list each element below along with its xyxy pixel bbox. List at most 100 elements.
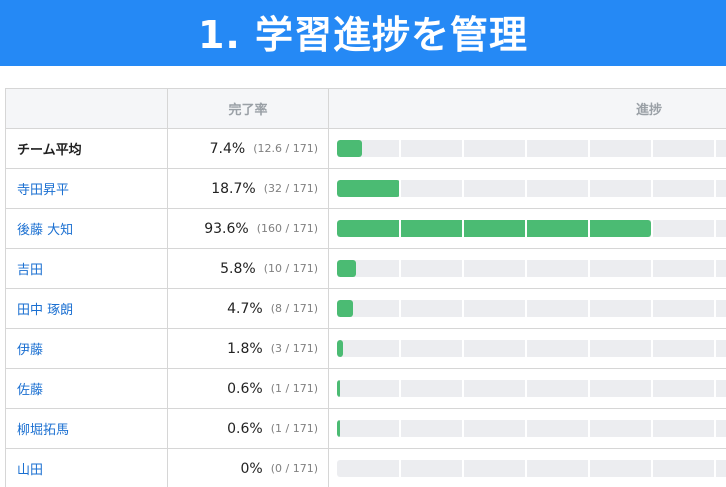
progress-segment-divider xyxy=(588,140,590,157)
completion-rate-cell: 18.7% (32 / 171) xyxy=(168,169,329,208)
progress-bar-fill xyxy=(337,420,340,437)
progress-segment-divider xyxy=(714,220,716,237)
progress-bar-track xyxy=(337,180,726,197)
table-row: チーム平均 7.4% (12.6 / 171) xyxy=(6,129,726,169)
progress-cell xyxy=(329,129,726,168)
progress-cell xyxy=(329,249,726,288)
completion-rate-cell: 1.8% (3 / 171) xyxy=(168,329,329,368)
progress-segment-divider xyxy=(462,340,464,357)
progress-segment-divider xyxy=(525,380,527,397)
progress-segment-divider xyxy=(399,220,401,237)
progress-cell xyxy=(329,329,726,368)
completion-percent: 0.6% xyxy=(227,420,263,437)
member-name-cell: 佐藤 xyxy=(6,369,168,408)
completion-percent: 4.7% xyxy=(227,300,263,317)
completion-rate-cell: 4.7% (8 / 171) xyxy=(168,289,329,328)
progress-segment-divider xyxy=(588,460,590,477)
table-row: 田中 琢朗 4.7% (8 / 171) xyxy=(6,289,726,329)
progress-bar-fill xyxy=(337,180,400,197)
progress-segment-divider xyxy=(714,380,716,397)
member-name-link[interactable]: 後藤 大知 xyxy=(17,223,74,238)
table-header-row: 完了率 進捗 xyxy=(6,89,726,129)
member-name-link[interactable]: 山田 xyxy=(17,463,44,478)
progress-segment-divider xyxy=(651,420,653,437)
member-name-cell: 伊藤 xyxy=(6,329,168,368)
progress-cell xyxy=(329,369,726,408)
completion-fraction: (12.6 / 171) xyxy=(253,142,318,155)
completion-percent: 0.6% xyxy=(227,380,263,397)
completion-percent: 7.4% xyxy=(209,140,246,157)
member-name-link[interactable]: 田中 琢朗 xyxy=(17,303,74,318)
completion-percent: 18.7% xyxy=(211,180,256,197)
progress-segment-divider xyxy=(714,260,716,277)
progress-bar-track xyxy=(337,340,726,357)
progress-bar-fill xyxy=(337,340,344,357)
member-name-link[interactable]: 佐藤 xyxy=(17,383,44,398)
progress-bar-track xyxy=(337,260,726,277)
progress-bar-track xyxy=(337,220,726,237)
completion-rate-cell: 93.6% (160 / 171) xyxy=(168,209,329,248)
completion-fraction: (8 / 171) xyxy=(270,302,318,315)
member-name-cell: 寺田昇平 xyxy=(6,169,168,208)
progress-bar-track xyxy=(337,460,726,477)
progress-segment-divider xyxy=(714,460,716,477)
progress-segment-divider xyxy=(399,300,401,317)
completion-rate-cell: 0.6% (1 / 171) xyxy=(168,369,329,408)
member-name-cell: 吉田 xyxy=(6,249,168,288)
progress-table: 完了率 進捗 チーム平均 7.4% (12.6 / 171) 寺田昇平 18.7% (32… xyxy=(5,88,726,487)
header-completion-rate: 完了率 xyxy=(168,89,329,128)
completion-fraction: (1 / 171) xyxy=(270,382,318,395)
table-row: 伊藤 1.8% (3 / 171) xyxy=(6,329,726,369)
progress-bar-fill xyxy=(337,380,340,397)
completion-rate-cell: 0.6% (1 / 171) xyxy=(168,409,329,448)
completion-fraction: (3 / 171) xyxy=(270,342,318,355)
completion-percent: 1.8% xyxy=(227,340,263,357)
progress-cell xyxy=(329,409,726,448)
progress-segment-divider xyxy=(462,140,464,157)
completion-percent: 93.6% xyxy=(204,220,249,237)
progress-segment-divider xyxy=(399,460,401,477)
member-name-cell: 後藤 大知 xyxy=(6,209,168,248)
progress-segment-divider xyxy=(399,420,401,437)
team-average-label: チーム平均 xyxy=(17,143,82,158)
progress-segment-divider xyxy=(462,420,464,437)
progress-bar-fill xyxy=(337,260,357,277)
member-name-cell: 山田 xyxy=(6,449,168,487)
table-row: 佐藤 0.6% (1 / 171) xyxy=(6,369,726,409)
table-row: 寺田昇平 18.7% (32 / 171) xyxy=(6,169,726,209)
progress-segment-divider xyxy=(525,180,527,197)
completion-percent: 5.8% xyxy=(220,260,256,277)
completion-fraction: (0 / 171) xyxy=(270,462,318,475)
progress-segment-divider xyxy=(462,460,464,477)
header-name xyxy=(6,89,168,128)
member-name-cell: チーム平均 xyxy=(6,129,168,168)
progress-segment-divider xyxy=(651,260,653,277)
progress-cell xyxy=(329,449,726,487)
member-name-link[interactable]: 柳堀拓馬 xyxy=(17,423,70,438)
progress-segment-divider xyxy=(588,180,590,197)
member-name-link[interactable]: 寺田昇平 xyxy=(17,183,70,198)
table-row: 後藤 大知 93.6% (160 / 171) xyxy=(6,209,726,249)
progress-segment-divider xyxy=(525,220,527,237)
progress-segment-divider xyxy=(651,300,653,317)
member-name-cell: 田中 琢朗 xyxy=(6,289,168,328)
table-row: 山田 0% (0 / 171) xyxy=(6,449,726,487)
progress-segment-divider xyxy=(399,380,401,397)
progress-bar-track xyxy=(337,420,726,437)
completion-rate-cell: 0% (0 / 171) xyxy=(168,449,329,487)
member-name-link[interactable]: 伊藤 xyxy=(17,343,44,358)
progress-cell xyxy=(329,169,726,208)
completion-fraction: (10 / 171) xyxy=(263,262,318,275)
progress-segment-divider xyxy=(525,460,527,477)
progress-bar-track xyxy=(337,380,726,397)
member-name-link[interactable]: 吉田 xyxy=(17,263,44,278)
progress-segment-divider xyxy=(525,340,527,357)
progress-segment-divider xyxy=(651,340,653,357)
progress-segment-divider xyxy=(588,300,590,317)
progress-segment-divider xyxy=(651,460,653,477)
progress-segment-divider xyxy=(462,380,464,397)
progress-segment-divider xyxy=(714,420,716,437)
progress-segment-divider xyxy=(651,180,653,197)
progress-segment-divider xyxy=(399,340,401,357)
progress-bar-fill xyxy=(337,140,362,157)
